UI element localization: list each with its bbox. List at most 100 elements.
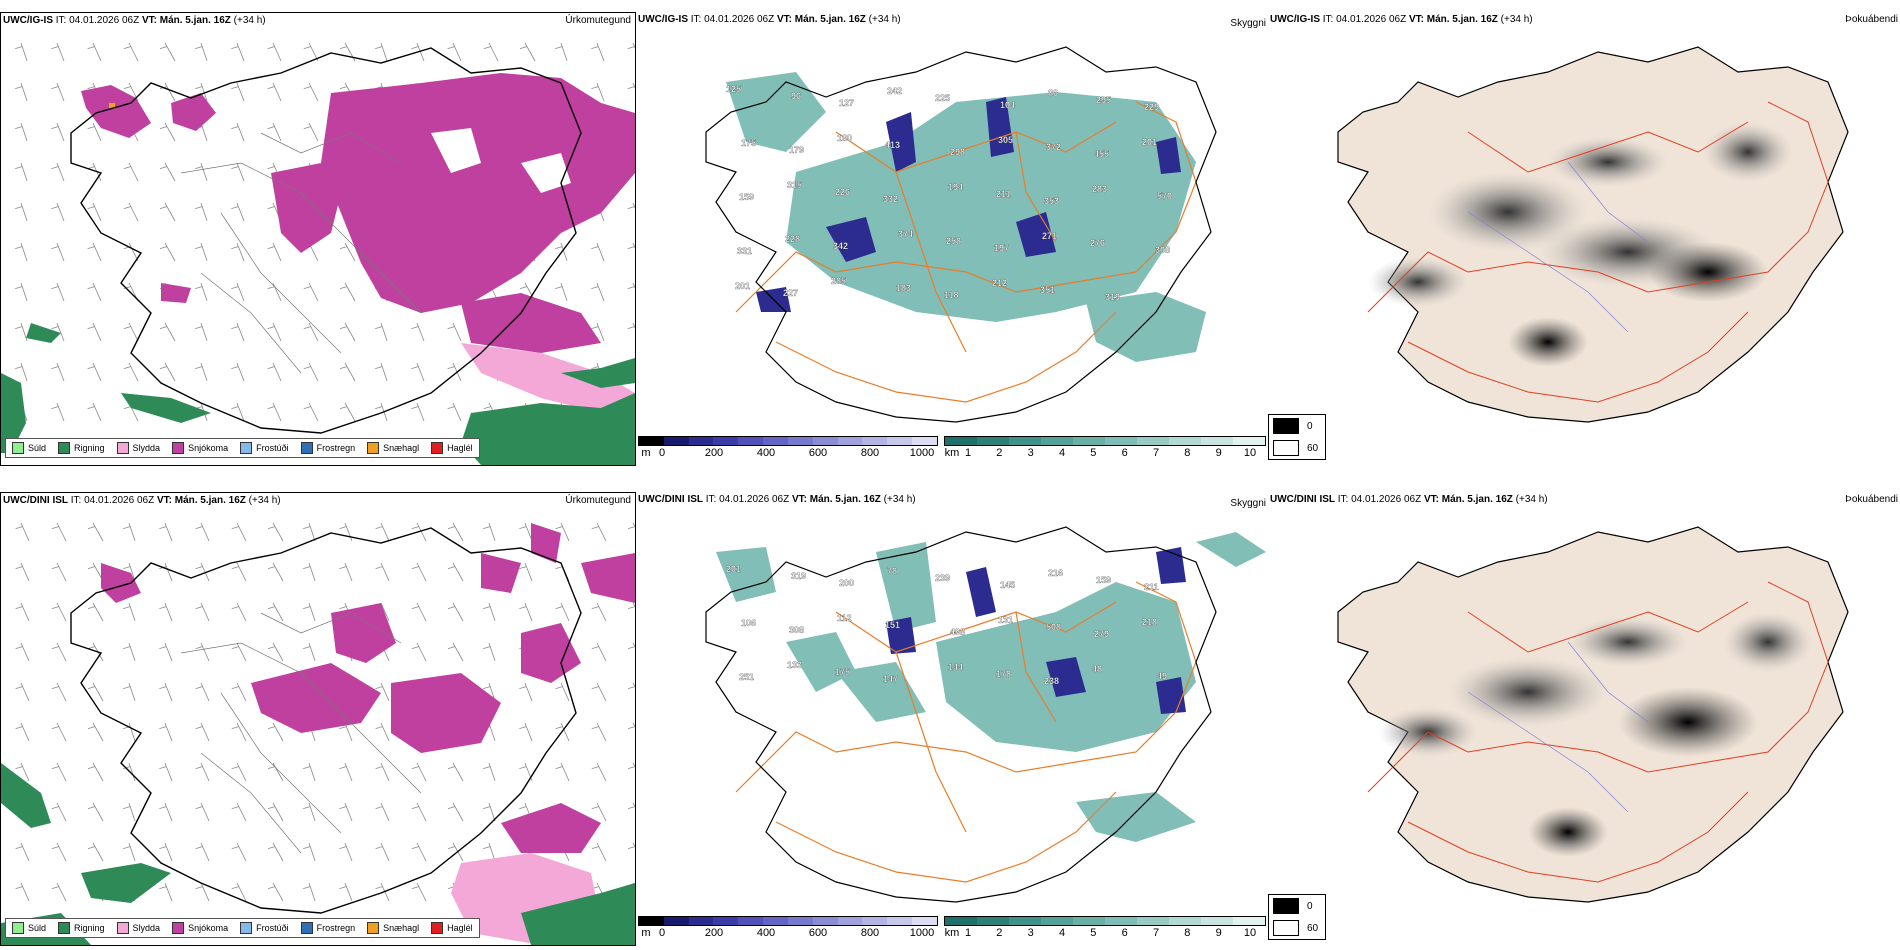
wind-barb — [87, 602, 104, 622]
cloud-swatch — [1273, 440, 1299, 456]
visibility-value-label: 508 — [1046, 622, 1061, 632]
cloud-swatch — [1273, 418, 1299, 434]
wind-barb — [591, 322, 605, 342]
wind-barb — [195, 562, 210, 582]
scale-step — [688, 437, 714, 445]
wind-barb — [591, 802, 607, 822]
legend-swatch — [12, 922, 24, 934]
model-name: UWC/IG-IS — [1270, 14, 1320, 25]
legend-label: Rigning — [74, 443, 105, 453]
legend-swatch — [58, 442, 71, 454]
visibility-value-label: 351 — [1040, 285, 1055, 295]
visibility-map-top: 125 96 127 242 225 104 86 295 229 175 179 180 413 298… — [636, 12, 1268, 432]
wind-barb — [231, 242, 245, 262]
wind-barb — [267, 762, 284, 782]
visibility-value-label: 159 — [1096, 575, 1111, 585]
scale-step — [1201, 437, 1233, 445]
visibility-value-label: 211 — [996, 189, 1011, 199]
scale-step — [837, 437, 863, 445]
visibility-value-label: 144 — [948, 662, 963, 672]
legend-item: Snæhagl — [367, 922, 419, 934]
it-value: 04.01.2026 06Z — [84, 495, 155, 506]
legend-item: Haglél — [431, 922, 473, 934]
wind-barb — [627, 722, 635, 729]
wind-barb — [303, 122, 319, 142]
visibility-value-label: 251 — [739, 672, 754, 682]
it-value: 04.01.2026 06Z — [1351, 494, 1422, 505]
wind-barb — [87, 122, 102, 142]
vt-value: Mán. 5.jan. 16Z — [159, 15, 231, 26]
scale-tick: 400 — [756, 447, 776, 459]
legend-label: Súld — [28, 443, 47, 453]
wind-barb — [123, 642, 136, 662]
legend-item: Slydda — [116, 922, 160, 934]
wind-barb — [195, 642, 210, 662]
wind-barb — [231, 642, 247, 662]
wind-barb — [231, 762, 247, 782]
wind-barb — [51, 722, 67, 742]
wind-barb — [303, 522, 316, 542]
wind-barb — [87, 682, 104, 702]
scale-tick: 3 — [1027, 447, 1034, 459]
scale-tick: 800 — [860, 447, 880, 459]
visibility-value-label: 283 — [1092, 184, 1107, 194]
legend-swatch — [172, 442, 185, 454]
scale-tick: 8 — [1184, 927, 1191, 939]
wind-barb — [411, 882, 427, 902]
legend-item: Snjókoma — [172, 922, 228, 934]
scale-step — [1169, 437, 1201, 445]
precip-legend-bottom: Súld Rigning Slydda Snjókoma Frostúði Frostre… — [5, 918, 480, 938]
wind-barb — [231, 722, 247, 742]
scale-step — [738, 917, 764, 925]
visibility-value-label: 175 — [741, 138, 756, 148]
wind-barb — [375, 522, 390, 542]
visibility-value-label: 201 — [735, 281, 750, 291]
scale-step — [945, 437, 977, 445]
scale-tick: 1 — [964, 927, 972, 939]
vt-label: VT: — [141, 15, 157, 26]
fog-panel-top: UWC/IG-IS IT: 04.01.2026 06Z VT: Mán. 5.… — [1268, 12, 1900, 464]
wind-barb — [51, 322, 65, 342]
wind-barb — [51, 42, 65, 62]
wind-barb — [555, 762, 570, 782]
visibility-value-label: 104 — [1000, 100, 1015, 110]
scale-tick: 0 — [658, 927, 666, 939]
wind-barb — [591, 842, 607, 862]
visibility-panel-top: 125 96 127 242 225 104 86 295 229 175 179 180 413 298… — [636, 12, 1268, 464]
wind-barb — [15, 602, 30, 622]
wind-barb — [375, 802, 390, 822]
visibility-value-label: 194 — [948, 182, 963, 192]
visibility-value-label: 271 — [1042, 231, 1057, 241]
vt-value: Mán. 5.jan. 16Z — [1441, 494, 1513, 505]
panel-title-precip-bottom: Úrkomutegund — [565, 495, 631, 506]
scale-tick: 1000 — [909, 447, 935, 459]
panel-title-fog-bottom: Þokuábendi — [1845, 494, 1898, 505]
wind-barb — [519, 42, 536, 62]
wind-barb — [627, 322, 635, 329]
wind-barb — [591, 762, 607, 782]
scale-step — [688, 917, 714, 925]
visibility-value-label: 178 — [996, 669, 1011, 679]
wind-barb — [627, 762, 635, 769]
wind-barb — [591, 282, 605, 302]
wind-barb — [267, 842, 284, 862]
wind-barb — [303, 322, 319, 342]
scale-tick: 7 — [1152, 447, 1160, 459]
visibility-value-label: 331 — [737, 246, 752, 256]
vt-label: VT: — [1423, 494, 1439, 505]
wind-barb — [339, 282, 356, 302]
wind-barb — [123, 842, 136, 862]
visibility-value-label: 374 — [898, 229, 913, 239]
wind-barb — [519, 682, 533, 702]
wind-barb — [159, 162, 176, 182]
visibility-value-label: 86 — [1048, 88, 1058, 98]
wind-barb — [591, 722, 607, 742]
lead-time: (+34 h) — [233, 15, 266, 26]
wind-barb — [123, 162, 139, 182]
wind-barb — [15, 122, 28, 142]
wind-barb — [267, 322, 282, 342]
legend-swatch — [116, 922, 129, 934]
scale-step — [763, 917, 788, 925]
wind-barb — [159, 882, 173, 902]
wind-barb — [51, 882, 67, 902]
